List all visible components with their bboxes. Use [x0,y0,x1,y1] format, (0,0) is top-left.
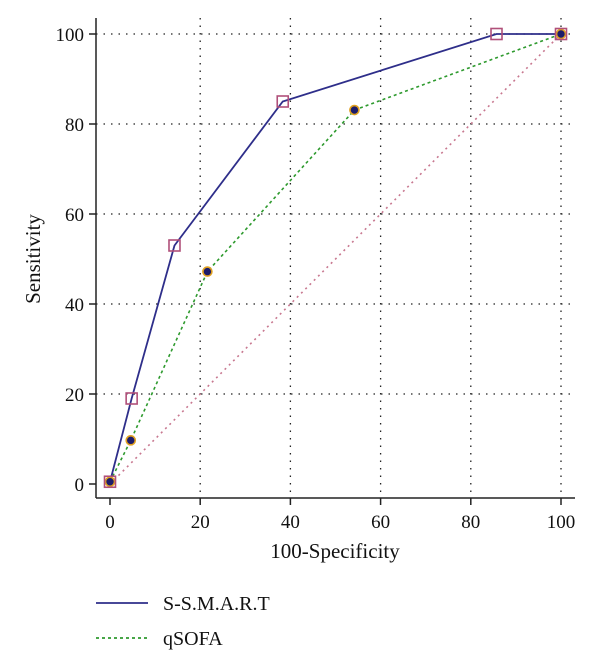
s-smart-point [554,27,568,41]
legend-label-qsofa: qSOFA [163,628,223,650]
y-axis-title: Sensitivity [21,214,45,304]
series-line-qsofa [109,33,562,483]
markers [103,27,568,489]
y-tick-label: 20 [65,385,84,406]
x-tick-label: 40 [281,512,300,533]
qsofa-point [104,476,116,488]
series-line-s-smart [109,33,561,482]
s-smart-point [490,27,503,41]
y-tick-label: 80 [65,115,84,136]
y-tick-label: 40 [65,295,84,316]
x-tick-label: 0 [105,512,115,533]
legend: S-S.M.A.R.T qSOFA [96,593,270,650]
y-tick-label: 0 [75,475,85,496]
qsofa-point [125,435,137,446]
y-ticks: 0 20 40 60 80 100 [56,25,96,496]
s-smart-point [103,475,117,489]
s-smart-point [168,239,181,252]
x-axis-title: 100-Specificity [270,539,400,563]
legend-label-s-smart: S-S.M.A.R.T [163,593,270,615]
series [109,33,562,485]
y-tick-label: 60 [65,205,84,226]
axes [95,18,575,499]
s-smart-point [276,95,290,108]
grid [96,18,575,498]
x-tick-label: 60 [371,512,390,533]
qsofa-point [202,266,213,277]
y-tick-label: 100 [56,25,85,46]
qsofa-point [555,28,567,40]
s-smart-point [125,392,138,405]
x-tick-label: 80 [461,512,480,533]
qsofa-point [349,104,360,116]
x-tick-label: 100 [547,512,576,533]
x-ticks: 0 20 40 60 80 100 [105,498,575,533]
x-tick-label: 20 [191,512,210,533]
reference-line [109,33,562,485]
